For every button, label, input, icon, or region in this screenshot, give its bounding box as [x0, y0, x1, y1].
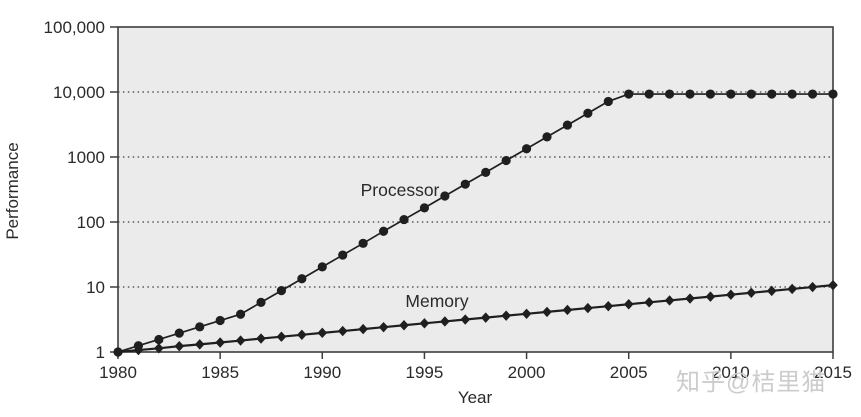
y-tick-label: 1	[96, 343, 105, 362]
x-tick-label: 2000	[508, 363, 546, 382]
processor-data-point	[215, 315, 225, 326]
x-axis-title: Year	[457, 388, 493, 407]
memory-data-point	[297, 329, 307, 340]
memory-data-point	[460, 314, 471, 325]
memory-data-point	[194, 339, 205, 350]
processor-data-point	[358, 238, 368, 248]
processor-data-point	[481, 167, 491, 177]
processor-data-point	[624, 89, 634, 99]
processor-data-point	[705, 89, 716, 99]
memory-data-point	[337, 325, 348, 337]
processor-data-point	[746, 89, 756, 99]
memory-data-point	[542, 306, 552, 318]
plot-area	[118, 27, 833, 352]
processor-data-point	[807, 89, 818, 99]
memory-data-point	[154, 343, 164, 354]
processor-series-label: Processor	[360, 180, 440, 200]
memory-data-point	[358, 323, 368, 335]
processor-data-point	[460, 179, 470, 189]
memory-data-point	[644, 297, 654, 308]
memory-data-point	[583, 302, 593, 314]
x-tick-label: 2015	[814, 363, 852, 382]
processor-data-point	[542, 132, 552, 142]
memory-data-point	[746, 287, 757, 298]
memory-data-point	[133, 344, 144, 356]
watermark: 知乎@桔里猫	[676, 369, 827, 396]
processor-data-point	[378, 226, 389, 236]
x-tick-label: 1990	[303, 363, 341, 382]
processor-data-point	[726, 89, 736, 99]
memory-data-point	[828, 279, 838, 291]
processor-data-point	[603, 96, 613, 107]
memory-data-point	[501, 310, 511, 321]
memory-data-point	[807, 281, 818, 293]
x-tick-label: 2010	[712, 363, 750, 382]
y-tick-label: 100,000	[44, 18, 105, 37]
processor-data-point	[562, 120, 573, 130]
memory-data-point	[440, 316, 450, 327]
memory-data-point	[685, 293, 695, 304]
processor-data-point	[276, 286, 287, 296]
memory-data-point	[215, 337, 225, 348]
processor-data-point	[521, 144, 532, 154]
memory-data-point	[480, 312, 491, 323]
processor-data-point	[195, 322, 205, 332]
processor-data-point	[235, 309, 246, 319]
y-axis-title: Performance	[3, 142, 22, 240]
memory-data-point	[235, 335, 246, 346]
memory-data-point	[562, 304, 573, 316]
memory-data-point	[766, 285, 777, 297]
memory-data-point	[705, 291, 716, 302]
memory-data-point	[113, 346, 123, 358]
processor-data-point	[440, 191, 450, 201]
processor-data-point	[501, 155, 511, 166]
memory-data-point	[256, 333, 266, 344]
y-tick-label: 10,000	[53, 83, 105, 102]
memory-data-point	[521, 308, 532, 319]
processor-data-point	[787, 89, 797, 99]
processor-data-point	[317, 262, 327, 272]
x-tick-label: 2005	[610, 363, 648, 382]
memory-series-label: Memory	[405, 291, 469, 311]
memory-data-point	[276, 331, 287, 342]
y-tick-label: 100	[77, 213, 105, 232]
x-tick-label: 1980	[99, 363, 137, 382]
processor-data-point	[644, 89, 654, 99]
memory-data-point	[787, 283, 797, 295]
memory-data-point	[623, 299, 634, 310]
processor-data-point	[828, 89, 838, 99]
x-tick-label: 1985	[201, 363, 239, 382]
memory-data-point	[317, 327, 328, 339]
memory-data-point	[419, 318, 430, 329]
processor-data-point	[154, 334, 164, 345]
memory-data-point	[726, 289, 736, 300]
y-tick-label: 10	[86, 278, 105, 297]
processor-data-point	[767, 89, 777, 99]
y-tick-label: 1000	[67, 148, 105, 167]
plot-border	[117, 26, 834, 353]
memory-data-point	[664, 295, 675, 306]
x-tick-label: 1995	[406, 363, 444, 382]
processor-data-point	[174, 328, 184, 338]
memory-data-point	[174, 340, 185, 352]
processor-data-point	[419, 203, 430, 213]
memory-data-point	[603, 300, 614, 312]
memory-data-point	[378, 321, 389, 333]
memory-data-point	[399, 320, 409, 331]
processor-data-point	[399, 214, 409, 225]
processor-data-point	[583, 108, 593, 118]
processor-data-point	[297, 274, 307, 284]
processor-data-point	[685, 89, 695, 99]
processor-data-point	[338, 250, 348, 260]
processor-data-point	[256, 297, 266, 307]
processor-data-point	[664, 89, 675, 99]
